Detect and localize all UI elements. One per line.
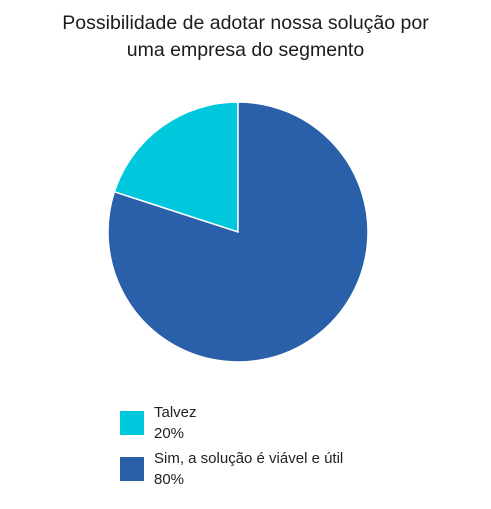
- legend-label-talvez: Talvez: [154, 404, 197, 421]
- pie-slice-talvez: [113, 101, 239, 234]
- legend-swatch-sim: [120, 457, 144, 481]
- chart-title-line-2: uma empresa do segmento: [126, 39, 365, 61]
- legend-text-talvez: Talvez 20%: [154, 402, 197, 444]
- legend-swatch-talvez: [120, 411, 144, 435]
- legend-value-talvez: 20%: [154, 425, 185, 442]
- legend-value-sim: 80%: [154, 471, 185, 488]
- legend-item-sim: Sim, a solução é viável e útil 80%: [120, 448, 480, 494]
- legend-label-sim: Sim, a solução é viável e útil: [154, 450, 344, 467]
- chart-title-line-1: Possibilidade de adotar nossa solução po…: [62, 12, 429, 34]
- legend-item-talvez: Talvez 20%: [120, 402, 480, 448]
- legend-text-sim: Sim, a solução é viável e útil 80%: [154, 448, 343, 490]
- pie-slice-sim: [107, 101, 369, 363]
- chart-title: Possibilidade de adotar nossa solução po…: [0, 10, 491, 64]
- legend: Talvez 20% Sim, a solução é viável e úti…: [120, 402, 480, 494]
